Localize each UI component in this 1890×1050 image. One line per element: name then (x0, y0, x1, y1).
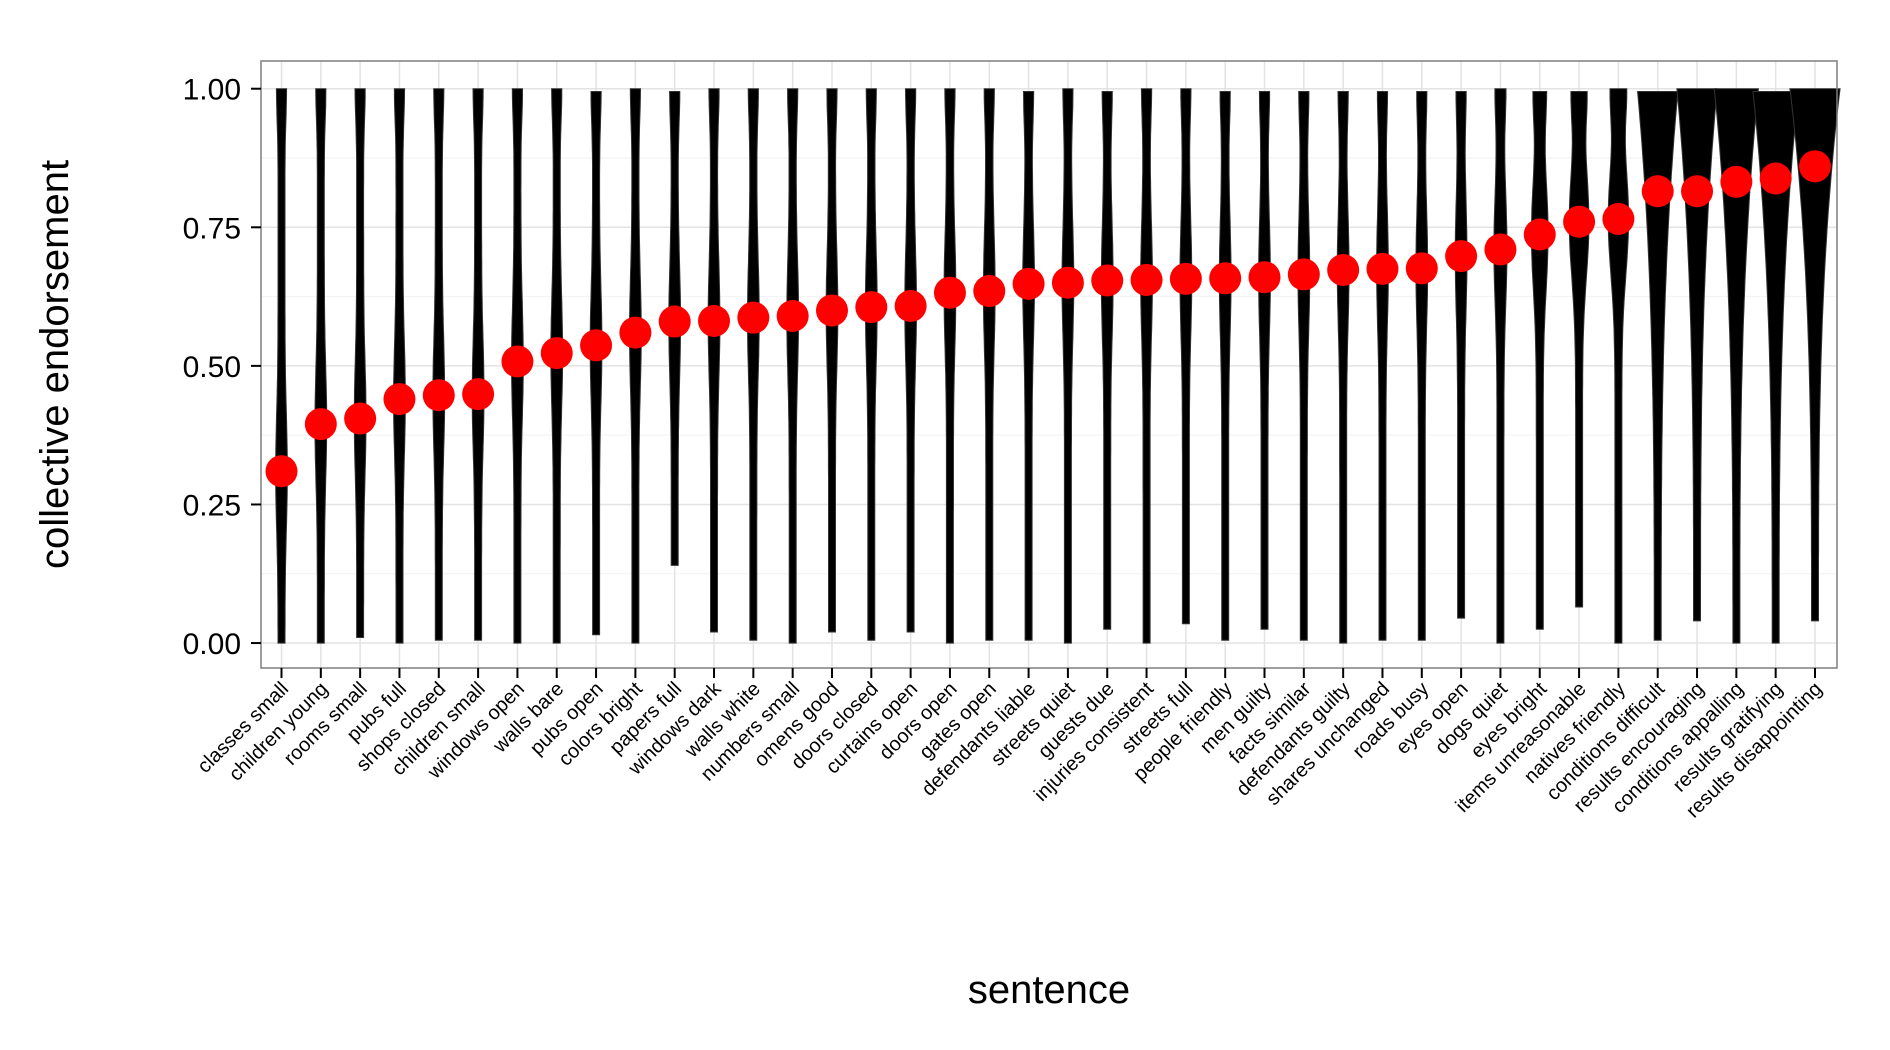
violin-streets-quiet (1061, 88, 1075, 644)
mean-point-conditions-appalling (1720, 165, 1753, 198)
violin-numbers-small (786, 88, 800, 644)
mean-point-shares-unchanged (1366, 252, 1399, 285)
mean-point-doors-closed (855, 291, 888, 324)
mean-point-results-disappointing (1799, 150, 1831, 183)
violin-rooms-small (353, 88, 367, 638)
plot-frame (260, 60, 1838, 669)
plot-panel (261, 61, 1837, 668)
mean-point-shops-closed (422, 379, 455, 412)
violin-doors-open (943, 88, 957, 644)
mean-point-items-unreasonable (1563, 205, 1596, 238)
violin-curtains-open (904, 88, 917, 633)
mean-point-pubs-full (383, 383, 416, 416)
violin-walls-white (746, 88, 760, 641)
mean-point-people-friendly (1209, 262, 1242, 295)
mean-point-doors-open (933, 276, 966, 309)
violin-pubs-open (589, 91, 603, 636)
violin-omens-good (825, 88, 839, 633)
violin-children-young (314, 88, 328, 644)
violin-shops-closed (432, 88, 446, 641)
mean-point-numbers-small (776, 299, 809, 332)
mean-point-windows-open (501, 345, 534, 378)
violin-men-guilty (1258, 91, 1271, 630)
mean-point-walls-bare (540, 337, 573, 370)
mean-point-roads-busy (1405, 252, 1438, 285)
violin-conditions-appalling (1713, 88, 1759, 644)
mean-point-colors-bright (619, 316, 652, 349)
mean-point-defendants-liable (1012, 267, 1045, 300)
violins (275, 88, 1841, 644)
mean-point-streets-quiet (1051, 266, 1084, 299)
mean-point-conditions-difficult (1641, 175, 1674, 208)
mean-point-facts-similar (1287, 258, 1320, 291)
x-axis-title: sentence (968, 968, 1130, 1012)
violin-dogs-quiet (1493, 88, 1508, 644)
violin-defendants-guilty (1336, 91, 1350, 644)
mean-point-omens-good (815, 294, 848, 327)
y-axis-title: collective endorsement (33, 160, 77, 569)
mean-point-results-encouraging (1681, 175, 1714, 208)
y-tick-label: 0.50 (183, 351, 241, 384)
violin-people-friendly (1218, 91, 1232, 641)
violin-pubs-full (393, 88, 406, 644)
mean-point-defendants-guilty (1327, 253, 1360, 286)
violin-guests-due (1100, 91, 1114, 630)
mean-point-eyes-bright (1523, 218, 1556, 251)
violin-gates-open (982, 88, 996, 641)
violin-colors-bright (629, 88, 642, 644)
mean-point-curtains-open (894, 290, 927, 323)
violin-doors-closed (864, 88, 878, 641)
y-tick-label: 0.75 (183, 212, 241, 245)
mean-point-classes-small (265, 455, 298, 488)
violin-defendants-liable (1022, 91, 1035, 641)
mean-point-papers-full (658, 305, 691, 338)
violin-roads-busy (1415, 91, 1429, 641)
mean-point-pubs-open (580, 329, 613, 362)
mean-points (265, 150, 1831, 488)
violin-streets-full (1179, 88, 1193, 625)
mean-point-results-gratifying (1759, 162, 1792, 195)
y-tick-label: 0.25 (183, 489, 241, 522)
mean-point-children-small (462, 378, 495, 411)
mean-point-eyes-open (1445, 240, 1478, 273)
violin-windows-dark (707, 88, 721, 633)
violin-children-small (471, 88, 485, 641)
violin-eyes-open (1454, 91, 1468, 619)
violin-results-disappointing (1789, 88, 1841, 622)
mean-point-guests-due (1091, 264, 1124, 297)
y-tick-label: 1.00 (183, 74, 241, 107)
mean-point-windows-dark (698, 304, 731, 337)
mean-point-gates-open (973, 275, 1006, 308)
violin-shares-unchanged (1376, 91, 1389, 641)
mean-point-dogs-quiet (1484, 233, 1517, 266)
violin-injuries-consistent (1140, 88, 1153, 644)
violin-facts-similar (1297, 91, 1311, 641)
mean-point-streets-full (1169, 262, 1202, 295)
mean-point-injuries-consistent (1130, 263, 1163, 296)
mean-point-children-young (304, 408, 337, 441)
mean-point-rooms-small (344, 402, 377, 435)
y-tick-label: 0.00 (183, 628, 241, 661)
mean-point-natives-friendly (1602, 202, 1635, 235)
mean-point-men-guilty (1248, 261, 1281, 294)
mean-point-walls-white (737, 301, 770, 334)
